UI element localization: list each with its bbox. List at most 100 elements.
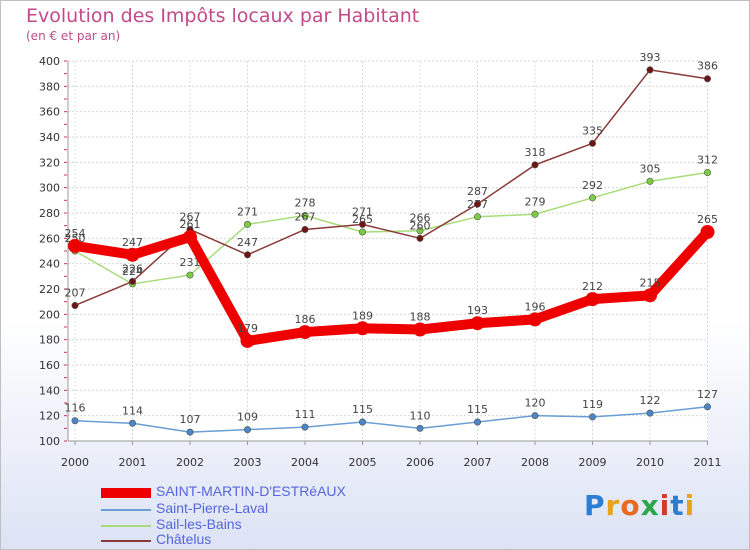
x-tick-label: 2009 [579, 456, 607, 469]
data-point [416, 424, 424, 432]
data-point [129, 277, 137, 285]
data-label: 226 [122, 262, 143, 275]
data-point [528, 312, 542, 327]
data-label: 318 [525, 146, 546, 159]
y-tick-label: 120 [39, 410, 60, 423]
y-tick-label: 160 [39, 359, 60, 372]
y-tick-label: 180 [39, 334, 60, 347]
data-label: 271 [352, 205, 373, 218]
data-point [71, 301, 79, 309]
legend-label: SAINT-MARTIN-D'ESTRéAUX [156, 483, 346, 499]
data-label: 127 [697, 388, 718, 401]
data-label: 196 [525, 300, 546, 313]
data-label: 115 [352, 403, 373, 416]
data-label: 265 [697, 213, 718, 226]
data-point [244, 220, 252, 228]
data-label: 119 [582, 398, 603, 411]
data-label: 266 [410, 212, 431, 225]
data-label: 260 [410, 219, 431, 232]
data-point [416, 227, 424, 235]
chart-subtitle: (en € et par an) [26, 29, 121, 43]
data-point [301, 423, 309, 431]
data-label: 231 [180, 256, 201, 269]
x-tick-label: 2005 [349, 456, 377, 469]
data-point [703, 75, 711, 83]
data-label: 278 [295, 197, 316, 210]
data-point [358, 418, 366, 426]
x-tick-label: 2010 [636, 456, 664, 469]
data-label: 186 [295, 313, 316, 326]
data-label: 265 [352, 213, 373, 226]
logo-letter: P [584, 489, 606, 522]
data-label: 189 [352, 309, 373, 322]
data-point [358, 220, 366, 228]
data-point [301, 225, 309, 233]
x-tick-label: 2003 [234, 456, 262, 469]
y-tick-label: 200 [39, 308, 60, 321]
data-point [531, 161, 539, 169]
legend-label: Sail-les-Bains [156, 516, 242, 532]
x-tick-label: 2011 [694, 456, 722, 469]
x-tick-label: 2002 [176, 456, 204, 469]
data-point [183, 230, 197, 245]
series-line-1 [74, 406, 709, 433]
data-label: 279 [525, 195, 546, 208]
data-point [68, 238, 82, 253]
data-label: 393 [640, 51, 661, 64]
data-label: 120 [525, 397, 546, 410]
x-tick-label: 2008 [521, 456, 549, 469]
data-label: 267 [295, 210, 316, 223]
data-point [473, 200, 481, 208]
data-label: 261 [180, 218, 201, 231]
data-label: 386 [697, 60, 718, 73]
data-point [244, 251, 252, 259]
y-tick-label: 380 [39, 80, 60, 93]
data-label: 109 [237, 411, 258, 424]
legend-swatch [101, 540, 151, 542]
legend-label: Châtelus [156, 531, 212, 547]
data-point [588, 194, 596, 202]
data-point [646, 409, 654, 417]
data-point [588, 139, 596, 147]
y-tick-label: 280 [39, 207, 60, 220]
x-tick-label: 2001 [119, 456, 147, 469]
data-label: 207 [65, 286, 86, 299]
data-label: 107 [180, 413, 201, 426]
logo-letter: o [620, 489, 641, 522]
series-line-0 [70, 227, 713, 346]
data-label: 292 [582, 179, 603, 192]
data-point [643, 288, 657, 303]
x-tick-label: 2004 [291, 456, 319, 469]
data-label: 305 [640, 162, 661, 175]
logo-letter: i [659, 489, 671, 522]
data-point [473, 418, 481, 426]
data-point [585, 292, 600, 307]
data-label: 312 [697, 153, 718, 166]
data-point [358, 228, 366, 236]
data-label: 111 [295, 408, 316, 421]
data-point [129, 419, 137, 427]
data-label: 224 [122, 265, 143, 278]
y-tick-label: 140 [39, 384, 60, 397]
data-point [703, 168, 711, 176]
data-label: 115 [467, 403, 488, 416]
line-chart: 100 120 140 160 180 200 220 240 260 280 300 320 340 3… [39, 51, 722, 469]
data-point [355, 321, 370, 336]
logo-letter: t [670, 489, 685, 522]
data-point [301, 212, 309, 220]
y-tick-label: 260 [39, 232, 60, 245]
x-tick-label: 2007 [464, 456, 492, 469]
logo-letter: x [640, 489, 660, 522]
y-tick-label: 400 [39, 55, 60, 68]
y-tick-label: 300 [39, 182, 60, 195]
data-label: 254 [65, 227, 86, 240]
y-tick-label: 340 [39, 131, 60, 144]
data-label: 114 [122, 404, 143, 417]
data-point [700, 225, 715, 239]
proxiti-logo: Proxiti [584, 489, 695, 522]
data-point [413, 322, 427, 337]
data-point [531, 412, 539, 420]
data-point [473, 213, 481, 221]
y-tick-label: 100 [39, 435, 60, 448]
